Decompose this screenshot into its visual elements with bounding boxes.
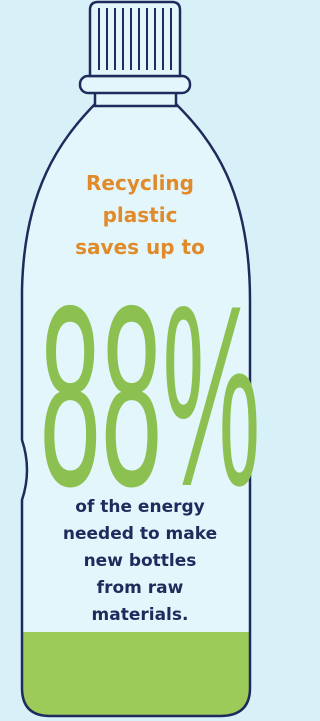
body-line: needed to make	[63, 524, 217, 544]
neck-ring	[80, 76, 190, 93]
body-line: materials.	[92, 605, 189, 625]
lead-line: plastic	[103, 203, 178, 227]
infographic: Recycling plastic saves up to 88% of the…	[0, 0, 265, 721]
lead-line: Recycling	[86, 171, 194, 195]
body-line: from raw	[97, 578, 184, 598]
body-line: of the energy	[75, 497, 204, 517]
body-line: new bottles	[84, 551, 197, 571]
bottle-cap	[90, 2, 180, 76]
page: Recycling plastic saves up to 88% of the…	[0, 0, 320, 721]
liquid	[0, 632, 265, 721]
